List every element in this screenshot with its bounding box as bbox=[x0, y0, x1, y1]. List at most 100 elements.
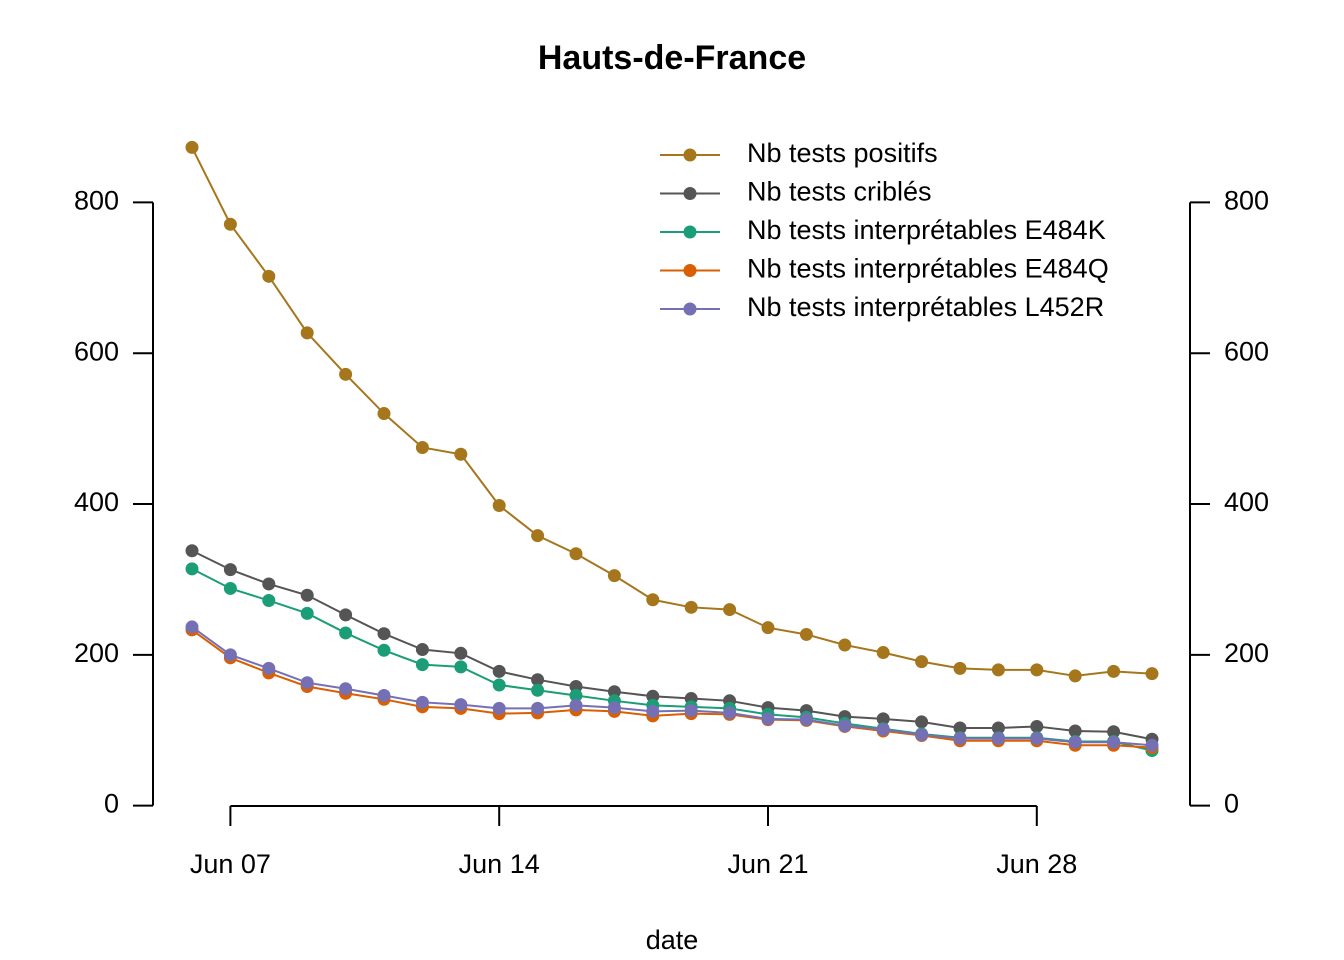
data-point bbox=[339, 608, 353, 622]
y-tick-label: 800 bbox=[74, 186, 119, 216]
data-point bbox=[223, 217, 237, 231]
y2-tick-label: 600 bbox=[1224, 336, 1269, 366]
x-axis-label: date bbox=[646, 925, 699, 955]
data-point bbox=[377, 689, 391, 703]
y2-tick-label: 800 bbox=[1224, 186, 1269, 216]
data-point bbox=[723, 603, 737, 617]
data-point bbox=[1030, 719, 1044, 733]
data-point bbox=[262, 269, 276, 283]
data-point bbox=[991, 663, 1005, 677]
data-point bbox=[684, 600, 698, 614]
data-point bbox=[454, 646, 468, 660]
y2-tick-label: 0 bbox=[1224, 789, 1239, 819]
data-point bbox=[492, 678, 506, 692]
data-point bbox=[876, 646, 890, 660]
data-point bbox=[1107, 735, 1121, 749]
series-line bbox=[191, 629, 1153, 749]
data-point bbox=[223, 563, 237, 577]
data-point bbox=[492, 499, 506, 513]
data-point bbox=[1030, 732, 1044, 746]
data-point bbox=[876, 712, 890, 726]
data-point bbox=[607, 569, 621, 583]
data-point bbox=[1068, 669, 1082, 683]
data-point bbox=[953, 661, 967, 675]
legend-marker bbox=[683, 302, 697, 316]
x-tick-label: Jun 28 bbox=[996, 849, 1077, 879]
data-point bbox=[300, 606, 314, 620]
legend-label: Nb tests positifs bbox=[747, 138, 938, 168]
data-point bbox=[185, 562, 199, 576]
legend-marker bbox=[683, 264, 697, 277]
data-point bbox=[1068, 735, 1082, 749]
y-tick-label: 200 bbox=[74, 638, 119, 668]
data-point bbox=[415, 658, 429, 672]
data-point bbox=[339, 367, 353, 381]
legend-label: Nb tests criblés bbox=[747, 177, 932, 207]
data-point bbox=[607, 701, 621, 715]
data-point bbox=[339, 626, 353, 640]
data-point bbox=[492, 664, 506, 678]
data-point bbox=[799, 627, 813, 641]
data-point bbox=[1145, 738, 1159, 752]
data-point bbox=[991, 721, 1005, 735]
y2-tick-label: 200 bbox=[1224, 638, 1269, 668]
data-point bbox=[415, 695, 429, 709]
data-point bbox=[531, 701, 545, 715]
data-point bbox=[569, 679, 583, 693]
data-point bbox=[799, 713, 813, 727]
data-point bbox=[761, 621, 775, 635]
data-point bbox=[953, 732, 967, 746]
data-point bbox=[953, 721, 967, 735]
data-point bbox=[646, 593, 660, 607]
data-point bbox=[876, 722, 890, 736]
legend-label: Nb tests interprétables L452R bbox=[747, 292, 1104, 322]
data-point bbox=[339, 682, 353, 696]
y-tick-label: 400 bbox=[74, 487, 119, 517]
y-tick-label: 0 bbox=[104, 789, 119, 819]
legend-label: Nb tests interprétables E484K bbox=[747, 215, 1106, 245]
data-point bbox=[1068, 724, 1082, 738]
data-point bbox=[607, 685, 621, 699]
x-tick-label: Jun 21 bbox=[727, 849, 808, 879]
data-point bbox=[300, 588, 314, 602]
data-point bbox=[646, 704, 660, 718]
data-point bbox=[569, 547, 583, 561]
data-point bbox=[915, 728, 929, 742]
data-point bbox=[262, 577, 276, 591]
legend-marker bbox=[683, 148, 697, 162]
data-point bbox=[454, 698, 468, 712]
data-point bbox=[531, 673, 545, 687]
data-point bbox=[262, 594, 276, 608]
data-point bbox=[415, 643, 429, 657]
data-point bbox=[838, 719, 852, 733]
data-point bbox=[377, 407, 391, 421]
data-point bbox=[569, 698, 583, 712]
data-point bbox=[454, 447, 468, 461]
legend-marker bbox=[683, 225, 697, 239]
data-point bbox=[377, 643, 391, 657]
x-tick-label: Jun 14 bbox=[459, 849, 540, 879]
data-point bbox=[1145, 667, 1159, 681]
data-point bbox=[915, 715, 929, 729]
data-point bbox=[185, 620, 199, 634]
data-point bbox=[915, 655, 929, 669]
x-tick-label: Jun 07 bbox=[190, 849, 271, 879]
chart-title: Hauts-de-France bbox=[538, 39, 806, 77]
data-point bbox=[569, 689, 583, 703]
data-point bbox=[838, 638, 852, 652]
y-tick-label: 600 bbox=[74, 336, 119, 366]
data-point bbox=[415, 440, 429, 454]
series-line bbox=[191, 567, 1153, 752]
data-point bbox=[377, 627, 391, 641]
data-point bbox=[531, 529, 545, 543]
legend-marker bbox=[683, 187, 697, 200]
data-point bbox=[300, 676, 314, 690]
data-point bbox=[723, 706, 737, 720]
y2-tick-label: 400 bbox=[1224, 487, 1269, 517]
data-point bbox=[223, 581, 237, 595]
data-point bbox=[991, 732, 1005, 746]
data-point bbox=[1107, 725, 1121, 739]
data-point bbox=[646, 689, 660, 703]
data-point bbox=[185, 544, 199, 558]
